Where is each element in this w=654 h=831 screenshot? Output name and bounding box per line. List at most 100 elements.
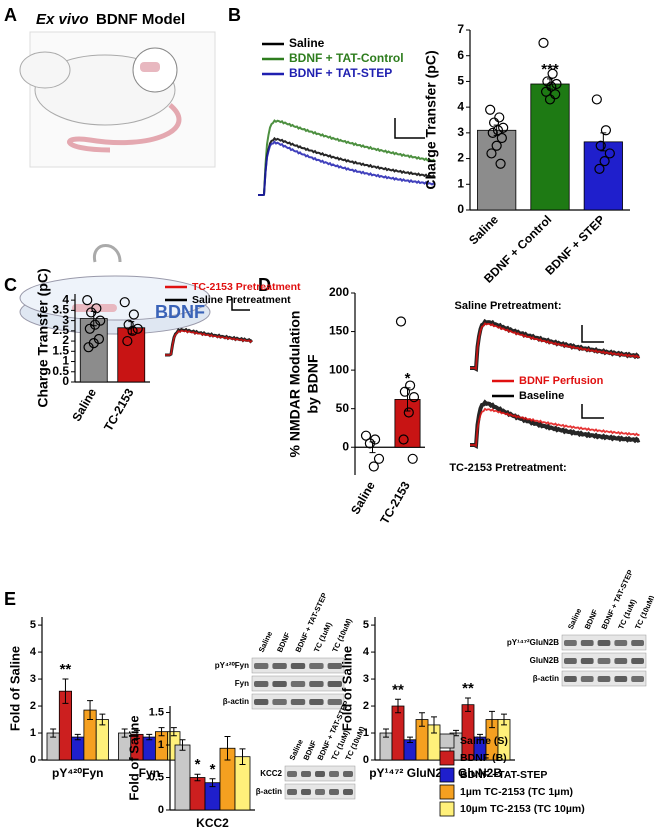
error-bar xyxy=(74,733,81,741)
y-tick-label: 3 xyxy=(30,673,36,685)
data-point xyxy=(599,156,610,167)
blot-band xyxy=(580,658,594,664)
blot-band xyxy=(327,681,342,687)
error-bar xyxy=(419,712,425,727)
panel-letter: C xyxy=(4,275,17,295)
group-label: pY¹⁴⁷² GluN2B xyxy=(369,766,451,780)
error-bar xyxy=(395,698,401,714)
error-bar xyxy=(407,736,413,743)
y-tick-label: 2 xyxy=(62,333,69,347)
legend-swatch xyxy=(439,801,455,817)
y-tick-label: 0 xyxy=(62,374,69,388)
y-tick-label: 2 xyxy=(363,700,369,712)
y-tick-label: 4 xyxy=(363,646,370,658)
y-tick-label: 0 xyxy=(342,439,349,453)
group-label: Fyn xyxy=(139,766,160,780)
y-tick-label: 3 xyxy=(363,673,369,685)
data-point xyxy=(132,323,143,334)
legend-label: Saline Pretreatment xyxy=(192,294,291,306)
blot-row-label: GluN2B xyxy=(530,656,560,665)
bar xyxy=(142,736,156,761)
significance: ** xyxy=(462,680,474,697)
error-bar xyxy=(383,728,389,738)
y-tick-label: 1 xyxy=(457,176,464,190)
y-tick-label: 150 xyxy=(329,324,349,338)
panel-letter: D xyxy=(258,275,271,295)
significance: ** xyxy=(60,661,72,678)
blot-band xyxy=(301,789,311,795)
blot-band xyxy=(254,699,269,705)
y-tick-label: 0 xyxy=(30,754,36,766)
data-point xyxy=(551,78,562,90)
legend-swatch xyxy=(439,767,455,783)
blot-row-label: Fyn xyxy=(235,679,249,688)
significance: * xyxy=(195,756,201,773)
x-tick-label: TC-2153 xyxy=(101,386,137,434)
bar xyxy=(583,141,623,211)
data-point xyxy=(128,309,139,320)
legend-label: BDNF (B) xyxy=(460,752,507,764)
y-tick-label: 200 xyxy=(329,285,349,299)
blot-band xyxy=(287,771,297,777)
data-point xyxy=(544,94,556,105)
legend-label: BDNF + TAT-STEP xyxy=(289,66,392,80)
trace xyxy=(470,318,641,373)
y-tick-label: 3 xyxy=(62,313,69,327)
blot-band xyxy=(580,676,594,682)
error-bar xyxy=(133,729,140,739)
legend-label: BDNF Perfusion xyxy=(519,375,604,387)
blot-band xyxy=(272,699,287,705)
data-point xyxy=(373,453,385,464)
y-tick-label: 2.5 xyxy=(52,323,69,337)
y-tick-label: 0 xyxy=(363,754,369,766)
trace-label: Saline Pretreatment: xyxy=(455,300,562,312)
bar xyxy=(174,744,191,811)
trace xyxy=(258,119,436,196)
blot-band xyxy=(301,771,311,777)
data-point xyxy=(407,453,418,464)
data-point xyxy=(408,392,420,403)
data-point xyxy=(403,407,414,418)
panel-letter: A xyxy=(4,5,17,25)
y-tick-label: 5 xyxy=(363,619,369,631)
blot-band xyxy=(315,789,325,795)
blot-band xyxy=(309,681,324,687)
blot-row-label: pY¹⁴⁷²GluN2B xyxy=(507,638,559,647)
blot-band xyxy=(614,658,628,664)
blot-band xyxy=(327,663,342,669)
x-tick-label: Saline xyxy=(466,212,501,247)
data-point xyxy=(600,125,612,136)
error-bar xyxy=(431,716,437,734)
data-point xyxy=(82,295,93,306)
blot-band xyxy=(309,663,324,669)
blot-band xyxy=(580,640,594,646)
y-tick-label: 2 xyxy=(30,700,36,712)
y-tick-label: 1.5 xyxy=(149,706,164,718)
y-tick-label: 1 xyxy=(158,739,164,751)
bar xyxy=(117,327,146,383)
data-point xyxy=(83,342,94,353)
data-point xyxy=(604,148,615,159)
y-tick-label: 0.5 xyxy=(149,771,164,783)
legend-label: BDNF +TAT-STEP xyxy=(460,769,547,781)
significance: ** xyxy=(392,681,404,698)
blot-band xyxy=(597,658,611,664)
data-point xyxy=(496,132,507,144)
y-tick-label: 1.5 xyxy=(52,343,69,357)
y-tick-label: 1 xyxy=(363,727,369,739)
panel-title: BDNF Model xyxy=(96,11,185,28)
data-point xyxy=(494,112,505,123)
trace xyxy=(258,140,436,196)
blot-band xyxy=(329,789,339,795)
data-point xyxy=(487,127,498,138)
blot-band xyxy=(631,640,644,646)
y-axis-label: Fold of Saline xyxy=(126,715,141,800)
data-point xyxy=(127,325,138,336)
y-tick-label: 50 xyxy=(336,401,350,415)
panel-letter: B xyxy=(228,5,241,25)
x-tick-label: Saline xyxy=(348,479,378,517)
legend-swatch xyxy=(439,733,455,749)
bar xyxy=(530,83,570,211)
blot-row-label: KCC2 xyxy=(260,769,282,778)
